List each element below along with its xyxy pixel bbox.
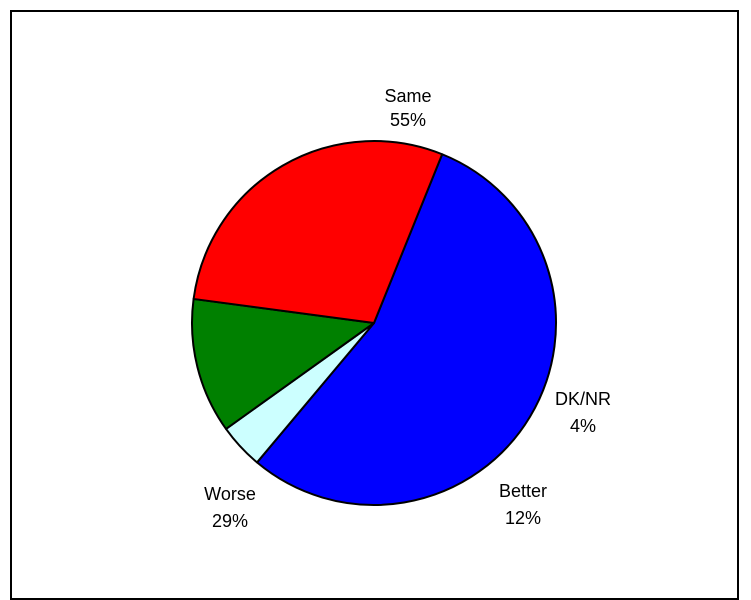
pie-slices	[191, 140, 557, 506]
slice-label-dknr-value: 4%	[570, 416, 596, 436]
slice-label-better-value: 12%	[505, 508, 541, 528]
pie-labels: Same 55% DK/NR 4% Better 12% Worse 29%	[204, 86, 611, 531]
pie-slice-better	[191, 297, 375, 430]
slice-label-same-value: 55%	[390, 110, 426, 130]
slice-label-worse-value: 29%	[212, 511, 248, 531]
slice-label-better-name: Better	[499, 481, 547, 501]
slice-label-same-name: Same	[384, 86, 431, 106]
pie-slice-worse	[192, 140, 444, 324]
pie-slice-same	[256, 153, 557, 506]
slice-label-worse-name: Worse	[204, 484, 256, 504]
slice-label-dknr-name: DK/NR	[555, 389, 611, 409]
